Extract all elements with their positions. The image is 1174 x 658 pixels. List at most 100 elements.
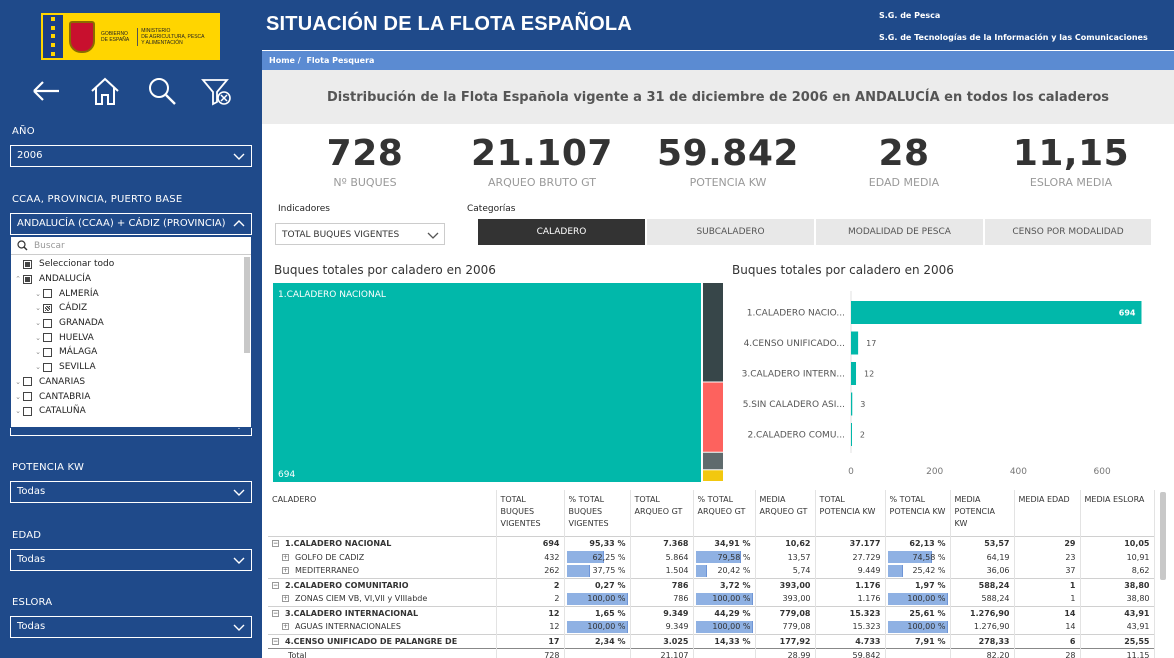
table-cell: 7,91 %: [885, 633, 951, 648]
indicators-label: Indicadores: [278, 204, 330, 214]
checkbox[interactable]: [43, 303, 52, 313]
bar[interactable]: [851, 423, 852, 446]
geo-list-item[interactable]: ⌄ SEVILLA: [11, 360, 243, 375]
table-cell: 38,80: [1080, 577, 1155, 592]
table-row[interactable]: + GOLFO DE CADIZ 432 62,25 % 5.864 79,58 % 13,…: [268, 550, 1155, 564]
checkbox[interactable]: [43, 362, 52, 372]
checkbox[interactable]: [23, 392, 32, 402]
expand-icon[interactable]: +: [282, 623, 289, 631]
collapse-icon[interactable]: −: [272, 637, 279, 645]
treemap-tile-sin-caladero[interactable]: [702, 452, 723, 470]
column-header[interactable]: % TOTAL BUQUES VIGENTES: [564, 490, 631, 536]
collapse-icon[interactable]: −: [272, 581, 279, 589]
column-header[interactable]: % TOTAL ARQUEO GT: [693, 490, 756, 536]
table-cell: 79,58 %: [693, 550, 756, 564]
expand-chevron-icon[interactable]: ⌄: [35, 333, 41, 342]
geo-list-item[interactable]: ⌄ CATALUÑA: [11, 404, 243, 419]
expand-icon[interactable]: +: [282, 567, 289, 575]
checkbox[interactable]: [23, 406, 32, 416]
back-arrow-icon[interactable]: [29, 74, 63, 108]
table-group-row[interactable]: −2.CALADERO COMUNITARIO 2 0,27 % 786 3,72 % 3…: [268, 577, 1155, 592]
expand-chevron-icon[interactable]: ⌃: [15, 275, 21, 284]
collapse-icon[interactable]: −: [272, 539, 279, 547]
column-header[interactable]: TOTAL BUQUES VIGENTES: [496, 490, 565, 536]
table-row[interactable]: + MEDITERRANEO 262 37,75 % 1.504 20,42 % 5,74 9…: [268, 564, 1155, 578]
checkbox[interactable]: [43, 318, 52, 328]
bar[interactable]: [851, 392, 853, 416]
search-icon[interactable]: [145, 74, 179, 108]
column-header[interactable]: % TOTAL POTENCIA KW: [885, 490, 951, 536]
checkbox[interactable]: [23, 377, 32, 387]
category-button-subcaladero[interactable]: SUBCALADERO: [647, 219, 815, 245]
geo-select[interactable]: ANDALUCÍA (CCAA) + CÁDIZ (PROVINCIA): [10, 213, 252, 235]
table-group-row[interactable]: −4.CENSO UNIFICADO DE PALANGRE DE 17 2,34 …: [268, 633, 1155, 648]
edad-select[interactable]: Todas: [10, 549, 252, 571]
treemap-tile-censo[interactable]: [702, 283, 723, 382]
column-header[interactable]: CALADERO: [268, 490, 497, 536]
column-header[interactable]: MEDIA EDAD: [1014, 490, 1081, 536]
eslora-select[interactable]: Todas: [10, 616, 252, 638]
category-button-modalidad[interactable]: MODALIDAD DE PESCA: [816, 219, 984, 245]
potencia-select[interactable]: Todas: [10, 481, 252, 503]
row-name-cell: + ZONAS CIEM VB, VI,VII y VIIIabde: [268, 592, 497, 606]
table-scrollbar[interactable]: [1160, 492, 1166, 580]
table-row[interactable]: + ZONAS CIEM VB, VI,VII y VIIIabde 2 100,00…: [268, 592, 1155, 606]
geo-list-item[interactable]: ⌄ GRANADA: [11, 316, 243, 331]
geo-search-input[interactable]: Buscar: [11, 237, 251, 255]
bar[interactable]: [851, 331, 859, 355]
expand-chevron-icon[interactable]: ⌄: [35, 289, 41, 298]
treemap-tile-internacional[interactable]: [702, 382, 723, 452]
bar[interactable]: [851, 301, 1142, 324]
expand-chevron-icon[interactable]: ⌄: [35, 319, 41, 328]
table-group-row[interactable]: −1.CALADERO NACIONAL 694 95,33 % 7.368 34,91…: [268, 535, 1155, 550]
treemap-tile-comunitario[interactable]: [702, 470, 723, 481]
column-header[interactable]: TOTAL ARQUEO GT: [630, 490, 694, 536]
bar-category-label: 1.CALADERO NACIO...: [747, 309, 845, 319]
bar[interactable]: [851, 362, 857, 385]
column-header[interactable]: MEDIA ESLORA: [1080, 490, 1155, 536]
bar-chart[interactable]: 1.CALADERO NACIO... 694 4.CENSO UNIFICADO.…: [732, 283, 1152, 483]
checkbox[interactable]: [23, 274, 32, 284]
category-button-caladero[interactable]: CALADERO: [478, 219, 646, 245]
geo-list-item[interactable]: ⌄ HUELVA: [11, 330, 243, 345]
breadcrumb-home-link[interactable]: Home /: [269, 56, 301, 65]
checkbox[interactable]: [43, 347, 52, 357]
geo-list-item[interactable]: ⌄ CÁDIZ: [11, 301, 243, 316]
table-cell-value: 12: [548, 608, 560, 618]
geo-list-item[interactable]: Seleccionar todo: [11, 257, 243, 272]
home-icon[interactable]: [88, 74, 122, 108]
expand-icon[interactable]: +: [282, 553, 289, 561]
expand-chevron-icon[interactable]: ⌄: [35, 363, 41, 372]
column-header[interactable]: MEDIA ARQUEO GT: [755, 490, 816, 536]
column-header[interactable]: TOTAL POTENCIA KW: [815, 490, 886, 536]
geo-list-item[interactable]: ⌄ ALMERÍA: [11, 286, 243, 301]
bar-value-label: 3: [860, 400, 865, 409]
table-row[interactable]: + AGUAS INTERNACIONALES 12 100,00 % 9.349 100…: [268, 620, 1155, 634]
year-select[interactable]: 2006: [10, 145, 252, 167]
category-button-censo[interactable]: CENSO POR MODALIDAD: [985, 219, 1152, 245]
expand-chevron-icon[interactable]: ⌄: [35, 304, 41, 313]
checkbox[interactable]: [23, 259, 32, 269]
geo-list-scrollbar[interactable]: [244, 257, 250, 353]
expand-chevron-icon[interactable]: ⌄: [15, 392, 21, 401]
treemap-tile-nacional[interactable]: [273, 283, 701, 482]
table-cell-value: 694: [542, 538, 560, 548]
checkbox[interactable]: [43, 333, 52, 343]
treemap-chart[interactable]: 1.CALADERO NACIONAL 694: [273, 283, 723, 482]
column-header[interactable]: MEDIA POTENCIA KW: [950, 490, 1015, 536]
geo-list-item[interactable]: ⌄ CANARIAS: [11, 375, 243, 390]
geo-list-item[interactable]: ⌄ CANTABRIA: [11, 389, 243, 404]
expand-chevron-icon[interactable]: ⌄: [15, 407, 21, 416]
expand-chevron-icon[interactable]: ⌄: [15, 377, 21, 386]
table-group-row[interactable]: −3.CALADERO INTERNACIONAL 12 1,65 % 9.349 44…: [268, 605, 1155, 620]
expand-icon[interactable]: +: [282, 595, 289, 603]
checkbox[interactable]: [43, 289, 52, 299]
collapse-icon[interactable]: −: [272, 609, 279, 617]
table-cell: 1.276,90: [950, 620, 1015, 634]
indicators-select[interactable]: TOTAL BUQUES VIGENTES: [275, 223, 445, 245]
expand-chevron-icon[interactable]: ⌄: [35, 348, 41, 357]
geo-list-item[interactable]: ⌃ ANDALUCÍA: [11, 272, 243, 287]
geo-list-item[interactable]: ⌄ MÁLAGA: [11, 345, 243, 360]
table-cell-value: 20,42 %: [717, 566, 751, 576]
clear-filter-icon[interactable]: [200, 74, 234, 108]
